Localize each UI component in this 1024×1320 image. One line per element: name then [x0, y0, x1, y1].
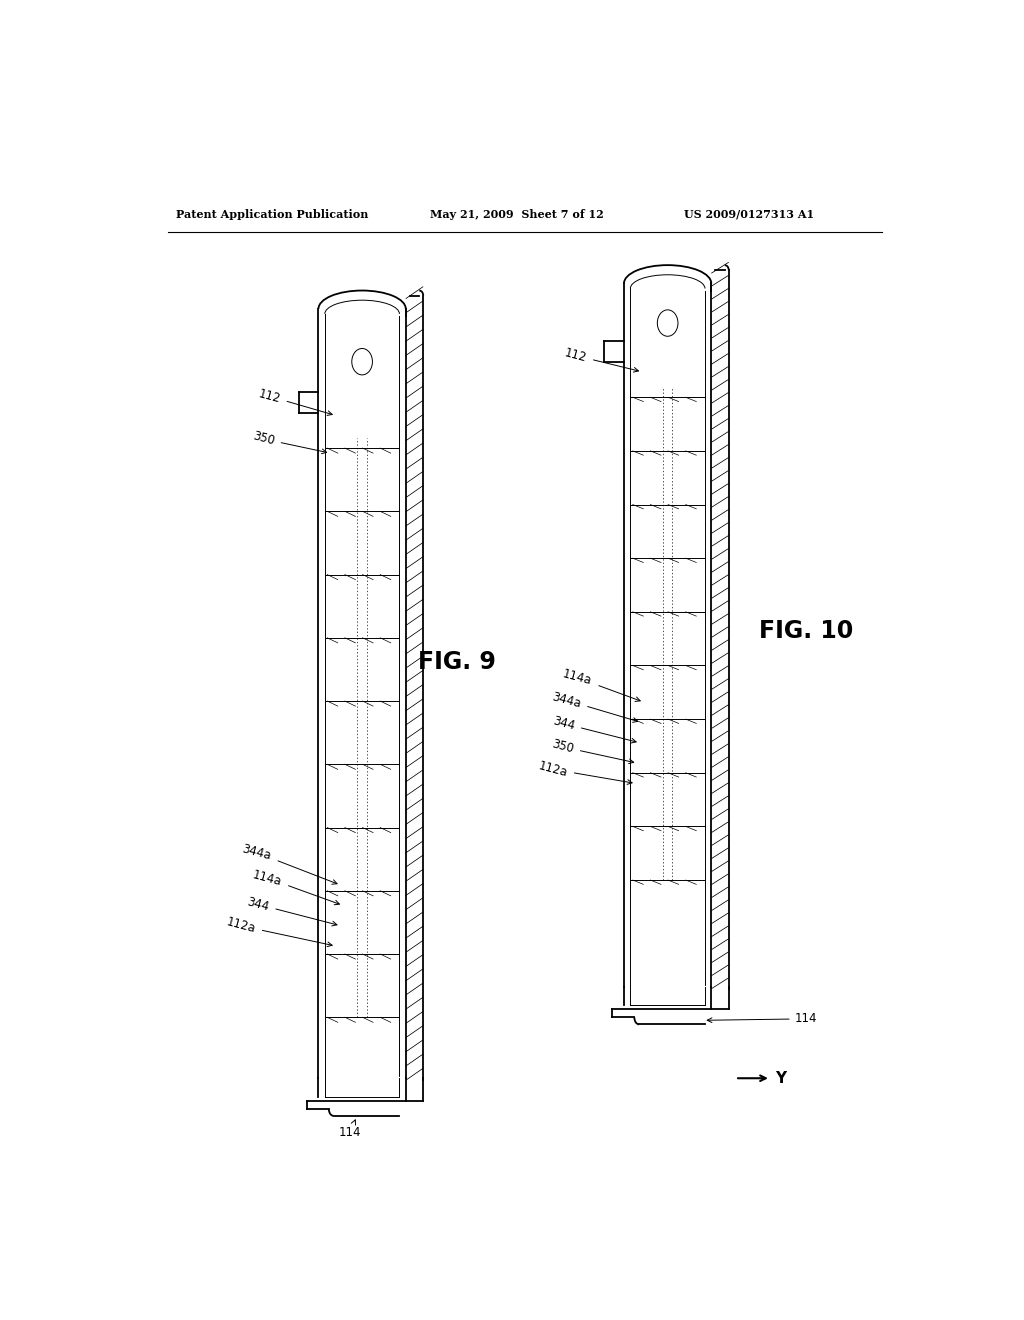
- Text: US 2009/0127313 A1: US 2009/0127313 A1: [684, 209, 814, 220]
- Text: 350: 350: [251, 430, 327, 454]
- Text: 350: 350: [550, 738, 634, 764]
- Text: 114: 114: [708, 1012, 817, 1026]
- Text: 344a: 344a: [241, 842, 337, 884]
- Text: FIG. 10: FIG. 10: [760, 619, 854, 643]
- Text: 112a: 112a: [537, 759, 632, 784]
- Text: 114: 114: [338, 1119, 360, 1139]
- Text: May 21, 2009  Sheet 7 of 12: May 21, 2009 Sheet 7 of 12: [430, 209, 603, 220]
- Text: 114a: 114a: [561, 668, 640, 701]
- Text: 112a: 112a: [225, 916, 332, 946]
- Text: 112: 112: [257, 387, 332, 416]
- Text: 344: 344: [551, 714, 636, 743]
- Text: 344: 344: [246, 895, 337, 925]
- Text: Patent Application Publication: Patent Application Publication: [176, 209, 368, 220]
- Text: Y: Y: [775, 1071, 785, 1086]
- Text: 344a: 344a: [550, 690, 638, 722]
- Text: 114a: 114a: [251, 867, 339, 904]
- Text: 112: 112: [563, 346, 639, 372]
- Text: FIG. 9: FIG. 9: [419, 649, 497, 673]
